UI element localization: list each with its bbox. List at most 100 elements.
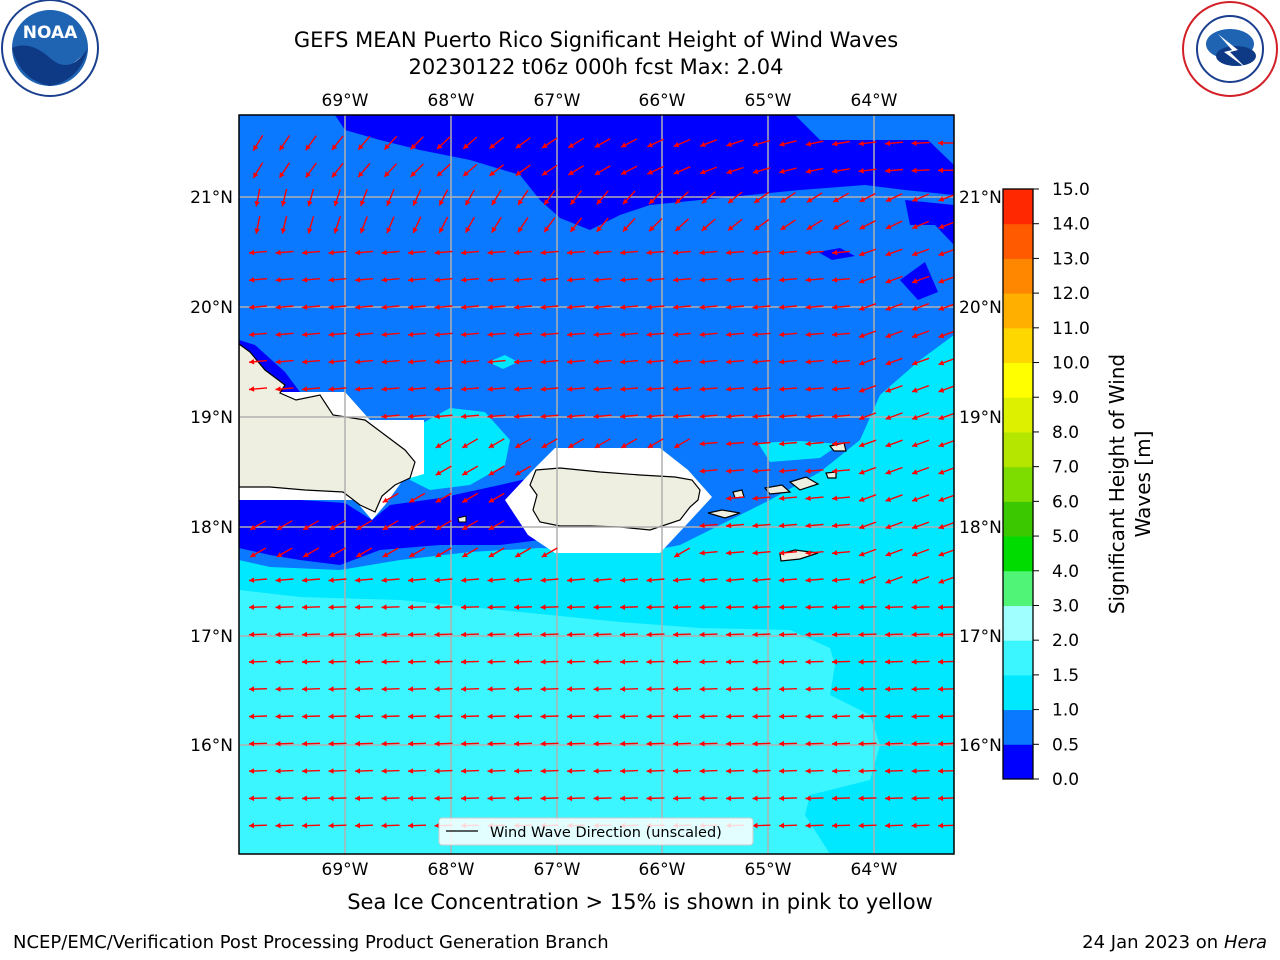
wave-vector-head — [249, 822, 255, 829]
wave-vector-head — [461, 659, 467, 665]
wave-vector-head — [302, 277, 308, 283]
wave-vector-head — [514, 413, 520, 420]
wave-vector-head — [620, 740, 626, 747]
wave-vector-head — [408, 386, 414, 392]
wave-vector-head — [434, 822, 440, 829]
wave-vector-head — [461, 795, 467, 802]
wave-vector-head — [938, 795, 944, 802]
wave-vector-head — [328, 795, 334, 802]
wave-vector-head — [355, 386, 361, 392]
wave-vector-head — [752, 359, 758, 365]
wave-vector-head — [355, 740, 361, 747]
wave-vector-head — [938, 822, 944, 829]
wave-vector-head — [463, 143, 469, 149]
colorbar-segment — [1003, 536, 1033, 572]
wave-vector-head — [461, 604, 467, 610]
wave-vector-head — [726, 768, 732, 774]
wave-vector-head — [328, 686, 334, 692]
wave-vector-head — [567, 577, 573, 583]
wave-vector-head — [858, 740, 864, 747]
colorbar-segment — [1003, 674, 1033, 711]
wave-vector-head — [779, 522, 785, 529]
wave-vector-head — [514, 686, 520, 692]
wave-vector-head — [752, 468, 758, 474]
wave-vector-head — [461, 686, 467, 692]
wave-vector-head — [328, 713, 334, 720]
wave-vector-head — [646, 795, 652, 802]
vector-legend: Wind Wave Direction (unscaled) — [438, 817, 754, 846]
wave-vector-head — [832, 631, 838, 638]
colorbar-frame — [1002, 188, 1034, 780]
wave-vector-head — [487, 604, 493, 610]
wave-vector-head — [328, 277, 334, 283]
wave-vector-head — [859, 578, 865, 584]
wave-vector-head — [358, 144, 364, 150]
colorbar-segment — [1003, 223, 1033, 259]
wave-vector-head — [275, 686, 281, 692]
wave-vector-head — [412, 227, 418, 234]
wave-vector-head — [859, 332, 865, 339]
lat-label-left: 21°N — [190, 188, 233, 208]
wave-vector-head — [461, 386, 467, 392]
wave-vector-head — [461, 304, 467, 310]
wave-vector-head — [912, 196, 918, 202]
wave-vector-head — [805, 331, 811, 338]
longitude-labels-bottom: 69°W 68°W 67°W 66°W 65°W 64°W — [322, 860, 898, 880]
wave-vector-head — [280, 200, 287, 207]
wave-vector-head — [491, 199, 497, 206]
wave-vector-head — [302, 740, 308, 747]
wave-vector-head — [461, 413, 467, 420]
wave-vector-head — [646, 577, 652, 583]
wave-vector-head — [434, 386, 440, 392]
wave-vector-head — [249, 249, 255, 256]
wave-vector-head — [646, 277, 652, 283]
wave-vector-head — [355, 822, 361, 829]
wave-vector-head — [568, 142, 575, 148]
wave-vector-head — [461, 713, 467, 720]
wave-vector-head — [540, 304, 546, 310]
wave-vector-head — [328, 386, 334, 392]
field-band-0.0-0.5-patch — [900, 262, 938, 300]
wave-vector-head — [488, 497, 495, 503]
wave-vector-head — [832, 822, 838, 829]
lon-label-top: 69°W — [322, 91, 369, 111]
wave-vector-head — [434, 277, 440, 283]
wave-vector-head — [911, 140, 917, 146]
wave-vector-head — [832, 168, 838, 174]
wave-vector-head — [938, 278, 945, 284]
wave-vector-head — [593, 713, 599, 720]
wave-vector-head — [360, 227, 366, 234]
wave-vector-head — [302, 577, 308, 583]
wave-vector-head — [302, 304, 308, 310]
wave-vector-head — [540, 795, 546, 802]
wave-vector-head — [381, 386, 387, 392]
wave-vector-head — [410, 143, 417, 150]
wave-vector-head — [275, 386, 281, 392]
land-culebra — [732, 489, 745, 499]
wave-vector-head — [673, 604, 679, 610]
wave-vector-head — [439, 227, 445, 233]
wave-vector-head — [885, 442, 892, 448]
wave-vector-head — [620, 249, 626, 256]
wave-vector-head — [381, 713, 387, 720]
wave-vector-head — [408, 631, 414, 638]
wave-vector-head — [938, 387, 945, 393]
wave-vector-head — [832, 331, 838, 338]
wave-vector-head — [832, 577, 838, 583]
wave-vector-head — [488, 470, 495, 476]
wave-vector-head — [303, 524, 309, 530]
field-band-0.0-0.5-ne — [905, 200, 954, 245]
wave-vector-head — [911, 795, 917, 802]
wave-vector-head — [514, 359, 520, 365]
wave-vector-head — [912, 332, 918, 339]
wave-vector-head — [912, 360, 918, 366]
field-band-1.5-2.0-b — [239, 760, 250, 795]
wave-vector-head — [673, 713, 679, 720]
colorbar-tick-label: 12.0 — [1052, 284, 1090, 304]
wave-vector-head — [752, 577, 758, 583]
wave-vector-head — [620, 631, 626, 638]
wave-vector-head — [699, 713, 705, 720]
wave-vector-head — [805, 604, 811, 610]
wave-vector-head — [487, 686, 493, 692]
wave-vector-head — [699, 768, 705, 774]
